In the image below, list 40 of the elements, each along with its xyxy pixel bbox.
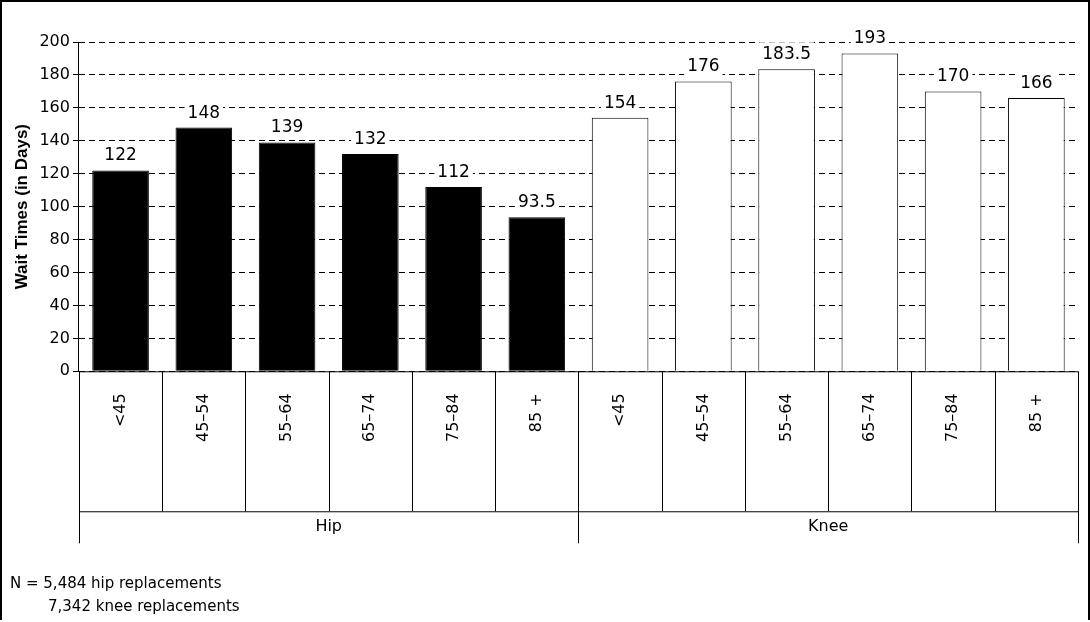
y-tick-label: 140 [39, 129, 70, 149]
data-label: 166 [1020, 71, 1053, 92]
y-axis-title: Wait Times (in Days) [11, 123, 31, 290]
data-label: 154 [603, 91, 637, 112]
data-label: 132 [354, 127, 387, 148]
y-tick-label: 40 [49, 294, 70, 314]
x-tick-label: 55–64 [775, 393, 795, 442]
x-tick-label: 75–84 [942, 393, 962, 442]
x-tick-label: <45 [609, 393, 629, 428]
x-tick-label: <45 [109, 393, 129, 428]
x-tick-label: 75–84 [442, 393, 462, 442]
y-tick-label: 180 [39, 64, 70, 84]
y-tick-label: 160 [39, 97, 70, 117]
text: 7,342 knee replacements [47, 596, 240, 617]
data-label: 122 [104, 144, 137, 165]
y-tick-label: 60 [49, 261, 70, 281]
data-label: 193 [853, 27, 887, 48]
y-tick-label: 200 [39, 31, 70, 51]
data-label: 183.5 [762, 43, 811, 64]
x-tick-label: 85 + [526, 393, 545, 433]
y-tick-label: 120 [39, 162, 70, 182]
y-tick-label: 100 [39, 195, 70, 215]
x-tick-label: 45–54 [192, 393, 212, 442]
text: Knee [808, 516, 849, 536]
data-label: 112 [437, 160, 470, 181]
x-tick-label: 85 + [1025, 393, 1045, 433]
x-tick-label: 55–64 [276, 393, 296, 442]
text: N = 5,484 hip replacements [10, 573, 223, 594]
data-label: 148 [187, 101, 221, 122]
x-tick-label: 65–74 [859, 393, 879, 442]
data-label: 139 [270, 116, 304, 137]
data-label: 170 [936, 65, 970, 86]
y-tick-label: 80 [49, 228, 70, 248]
text: Hip [315, 516, 343, 536]
x-tick-label: 65–74 [359, 393, 379, 442]
y-tick-label: 20 [49, 327, 70, 347]
y-tick-label: 0 [59, 360, 70, 380]
data-label: 176 [687, 55, 720, 76]
data-label: 93.5 [517, 191, 556, 212]
x-tick-label: 45–54 [692, 393, 712, 442]
